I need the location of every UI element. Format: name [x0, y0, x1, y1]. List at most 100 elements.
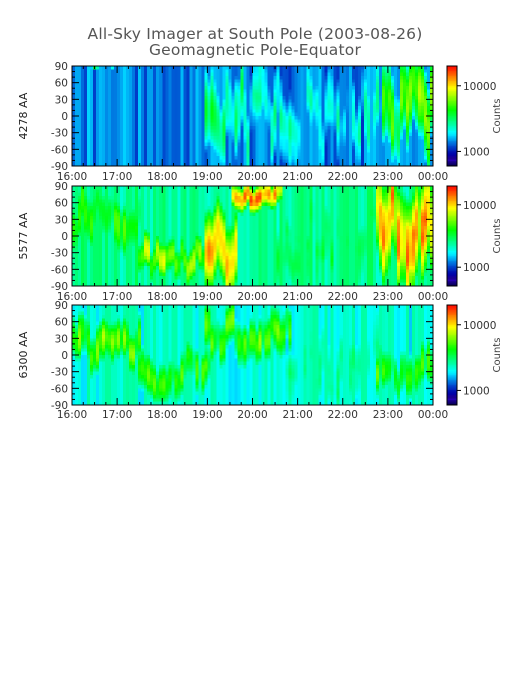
- heatmap-cell: [90, 249, 94, 254]
- heatmap-cell: [114, 209, 118, 214]
- heatmap-cell: [297, 69, 302, 74]
- heatmap-cell: [114, 162, 118, 167]
- heatmap-cell: [75, 126, 79, 130]
- heatmap-cell: [345, 162, 350, 167]
- heatmap-cell: [207, 109, 211, 114]
- heatmap-cell: [204, 116, 208, 120]
- heatmap-cell: [96, 96, 100, 100]
- heatmap-cell: [402, 69, 407, 74]
- heatmap-cell: [117, 279, 121, 284]
- heatmap-cell: [255, 152, 260, 157]
- heatmap-cell: [291, 102, 296, 107]
- heatmap-cell: [153, 282, 157, 287]
- heatmap-cell: [222, 136, 227, 140]
- heatmap-cell: [168, 259, 172, 264]
- heatmap-cell: [75, 159, 79, 164]
- heatmap-cell: [294, 159, 299, 164]
- heatmap-cell: [186, 132, 190, 137]
- heatmap-cell: [153, 92, 157, 97]
- heatmap-cell: [219, 139, 224, 144]
- heatmap-cell: [162, 186, 166, 190]
- heatmap-cell: [213, 102, 217, 107]
- heatmap-cell: [84, 82, 88, 87]
- heatmap-cell: [153, 269, 157, 274]
- heatmap-cell: [198, 112, 202, 117]
- colorbar-segment: [447, 77, 457, 80]
- heatmap-cell: [153, 212, 157, 217]
- heatmap-cell: [141, 142, 145, 147]
- heatmap-cell: [102, 162, 106, 167]
- heatmap-cell: [141, 252, 145, 257]
- heatmap-cell: [87, 246, 91, 250]
- heatmap-cell: [252, 102, 257, 107]
- heatmap-cell: [111, 212, 115, 217]
- heatmap-cell: [318, 79, 323, 84]
- heatmap-cell: [246, 149, 251, 154]
- heatmap-cell: [93, 89, 97, 94]
- heatmap-cell: [111, 256, 115, 260]
- heatmap-cell: [240, 96, 245, 100]
- heatmap-cell: [120, 196, 124, 200]
- heatmap-cell: [303, 69, 308, 74]
- heatmap-cell: [117, 132, 121, 137]
- heatmap-cell: [309, 139, 314, 144]
- heatmap-cell: [330, 112, 335, 117]
- heatmap-cell: [273, 109, 278, 114]
- heatmap-cell: [135, 89, 139, 94]
- heatmap-cell: [141, 212, 145, 217]
- heatmap-cell: [252, 159, 257, 164]
- heatmap-cell: [117, 192, 121, 197]
- heatmap-cell: [129, 209, 133, 214]
- heatmap-cell: [108, 206, 112, 210]
- heatmap-cell: [159, 226, 163, 230]
- heatmap-cell: [81, 142, 85, 147]
- heatmap-cell: [264, 76, 269, 80]
- heatmap-cell: [222, 156, 227, 160]
- heatmap-cell: [261, 96, 266, 100]
- heatmap-cell: [150, 239, 154, 244]
- heatmap-cell: [264, 156, 269, 160]
- heatmap-cell: [381, 129, 386, 134]
- heatmap-cell: [339, 92, 344, 97]
- heatmap-cell: [267, 79, 272, 84]
- heatmap-cell: [81, 116, 85, 120]
- heatmap-cell: [420, 112, 425, 117]
- heatmap-cell: [189, 92, 193, 97]
- heatmap-cell: [171, 72, 175, 77]
- heatmap-cell: [141, 202, 145, 207]
- heatmap-cell: [345, 149, 350, 154]
- heatmap-cell: [207, 102, 211, 107]
- heatmap-cell: [339, 96, 344, 100]
- heatmap-cell: [129, 92, 133, 97]
- heatmap-cell: [81, 86, 85, 90]
- heatmap-cell: [210, 92, 214, 97]
- heatmap-cell: [261, 139, 266, 144]
- heatmap-cell: [123, 209, 127, 214]
- heatmap-cell: [387, 72, 392, 77]
- heatmap-cell: [99, 72, 103, 77]
- heatmap-cell: [387, 86, 392, 90]
- heatmap-cell: [363, 92, 368, 97]
- heatmap-cell: [159, 66, 163, 70]
- heatmap-cell: [117, 99, 121, 104]
- heatmap-cell: [396, 92, 401, 97]
- heatmap-cell: [423, 102, 428, 107]
- heatmap-cell: [291, 116, 296, 120]
- heatmap-cell: [330, 76, 335, 80]
- heatmap-cell: [234, 146, 239, 150]
- colorbar-segment: [447, 126, 457, 129]
- heatmap-cell: [312, 132, 317, 137]
- heatmap-cell: [186, 162, 190, 167]
- heatmap-cell: [135, 259, 139, 264]
- heatmap-cell: [87, 146, 91, 150]
- heatmap-cell: [132, 219, 136, 224]
- heatmap-cell: [396, 109, 401, 114]
- heatmap-cell: [309, 76, 314, 80]
- heatmap-cell: [108, 256, 112, 260]
- heatmap-cell: [135, 149, 139, 154]
- heatmap-cell: [141, 152, 145, 157]
- heatmap-cell: [168, 279, 172, 284]
- heatmap-cell: [249, 152, 254, 157]
- heatmap-cell: [174, 102, 178, 107]
- heatmap-cell: [219, 69, 224, 74]
